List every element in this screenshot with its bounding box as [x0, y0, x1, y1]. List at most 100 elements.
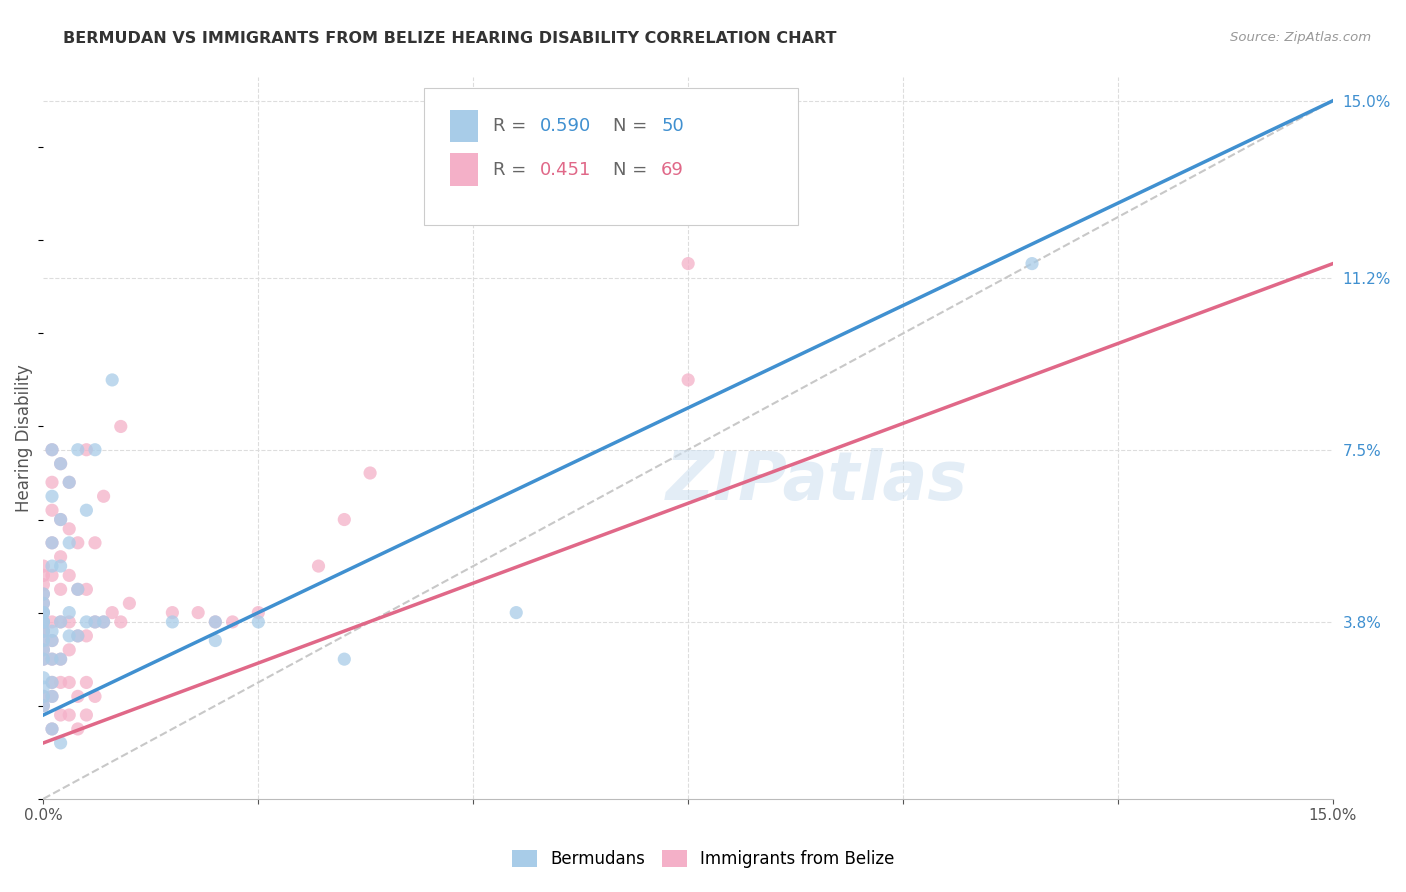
Text: 0.590: 0.590	[540, 118, 591, 136]
Point	[32, 615, 55, 629]
Point	[41, 489, 63, 503]
Point	[32, 680, 55, 694]
Point	[58, 643, 80, 657]
Point	[93, 615, 115, 629]
Point	[1021, 257, 1043, 271]
Point	[41, 624, 63, 639]
Point	[41, 503, 63, 517]
Point	[32, 643, 55, 657]
Point	[333, 512, 356, 526]
Point	[32, 652, 55, 666]
Point	[187, 606, 209, 620]
Point	[49, 457, 72, 471]
Point	[84, 442, 107, 457]
Point	[49, 582, 72, 597]
Point	[41, 652, 63, 666]
Point	[93, 489, 115, 503]
Point	[58, 708, 80, 723]
Point	[204, 615, 226, 629]
Point	[66, 690, 89, 704]
Point	[41, 690, 63, 704]
Point	[32, 606, 55, 620]
Point	[118, 596, 141, 610]
Point	[41, 690, 63, 704]
Point	[58, 522, 80, 536]
Point	[49, 675, 72, 690]
Point	[32, 624, 55, 639]
Point	[49, 615, 72, 629]
Text: 69: 69	[661, 161, 683, 178]
Point	[58, 475, 80, 490]
Point	[221, 615, 243, 629]
Point	[333, 652, 356, 666]
FancyBboxPatch shape	[450, 110, 478, 143]
FancyBboxPatch shape	[450, 153, 478, 186]
Point	[32, 652, 55, 666]
Point	[66, 582, 89, 597]
Point	[32, 587, 55, 601]
Point	[75, 503, 97, 517]
Point	[32, 633, 55, 648]
Point	[58, 615, 80, 629]
Text: BERMUDAN VS IMMIGRANTS FROM BELIZE HEARING DISABILITY CORRELATION CHART: BERMUDAN VS IMMIGRANTS FROM BELIZE HEARI…	[63, 31, 837, 46]
Point	[41, 536, 63, 550]
Point	[204, 615, 226, 629]
Text: R =: R =	[494, 161, 533, 178]
Point	[247, 606, 270, 620]
Point	[32, 615, 55, 629]
Point	[41, 559, 63, 574]
Point	[32, 577, 55, 591]
Point	[49, 708, 72, 723]
Point	[41, 475, 63, 490]
Point	[32, 624, 55, 639]
Point	[32, 587, 55, 601]
Point	[32, 671, 55, 685]
Point	[49, 457, 72, 471]
Point	[204, 633, 226, 648]
Point	[505, 606, 527, 620]
Point	[49, 736, 72, 750]
Point	[101, 606, 124, 620]
Point	[32, 633, 55, 648]
Point	[32, 606, 55, 620]
Point	[32, 698, 55, 713]
Point	[41, 675, 63, 690]
Point	[32, 643, 55, 657]
Point	[32, 690, 55, 704]
Text: R =: R =	[494, 118, 533, 136]
Text: 0.451: 0.451	[540, 161, 592, 178]
Point	[58, 629, 80, 643]
FancyBboxPatch shape	[423, 88, 797, 226]
Point	[93, 615, 115, 629]
Point	[676, 257, 699, 271]
Point	[32, 606, 55, 620]
Point	[41, 722, 63, 736]
Point	[110, 615, 132, 629]
Point	[49, 652, 72, 666]
Y-axis label: Hearing Disability: Hearing Disability	[15, 364, 32, 512]
Point	[32, 596, 55, 610]
Point	[49, 652, 72, 666]
Point	[110, 419, 132, 434]
Text: Source: ZipAtlas.com: Source: ZipAtlas.com	[1230, 31, 1371, 45]
Point	[41, 536, 63, 550]
Point	[84, 615, 107, 629]
Point	[66, 442, 89, 457]
Text: N =: N =	[613, 161, 654, 178]
Point	[49, 559, 72, 574]
Point	[58, 475, 80, 490]
Point	[247, 615, 270, 629]
Legend: Bermudans, Immigrants from Belize: Bermudans, Immigrants from Belize	[505, 843, 901, 875]
Point	[41, 442, 63, 457]
Text: N =: N =	[613, 118, 654, 136]
Point	[49, 549, 72, 564]
Point	[41, 675, 63, 690]
Point	[66, 629, 89, 643]
Point	[41, 633, 63, 648]
Point	[75, 582, 97, 597]
Point	[49, 512, 72, 526]
Point	[49, 615, 72, 629]
Point	[41, 615, 63, 629]
Point	[32, 559, 55, 574]
Point	[66, 582, 89, 597]
